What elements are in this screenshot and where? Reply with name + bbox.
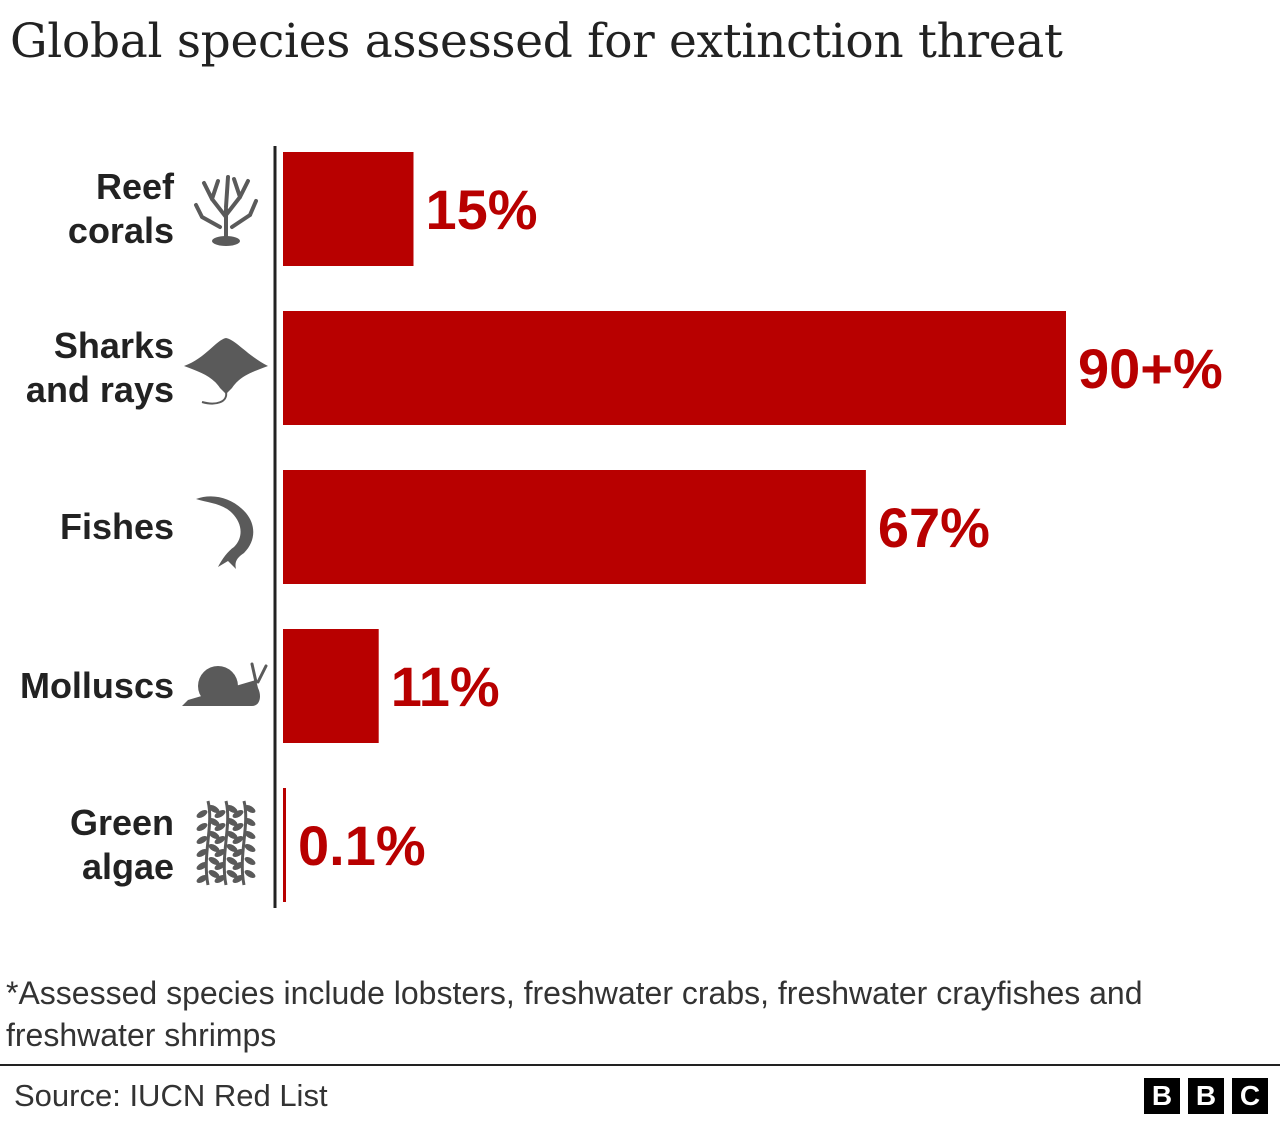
coral-icon	[194, 175, 258, 246]
category-label-line: Green	[69, 802, 174, 843]
category-label: Green algae	[70, 801, 174, 889]
fish-icon	[196, 496, 254, 569]
data-label: 11%	[391, 655, 500, 718]
category-label: Sharks and rays	[26, 324, 174, 412]
bar	[283, 311, 1066, 425]
bar-chart: 15% 90+% 67% 11% 0.1% Reef corals Sharks and ray…	[0, 140, 1280, 920]
data-label: 67%	[878, 496, 990, 559]
bbc-logo: B B C	[1144, 1078, 1268, 1114]
data-label: 90+%	[1078, 337, 1223, 400]
chart-plot: 15% 90+% 67% 11% 0.1%	[182, 146, 1223, 908]
chart-title: Global species assessed for extinction t…	[10, 14, 1063, 69]
snail-icon	[182, 662, 268, 706]
bbc-logo-letter: B	[1188, 1078, 1224, 1114]
footnote: *Assessed species include lobsters, fres…	[6, 975, 1143, 1053]
category-label: Molluscs	[20, 664, 174, 708]
data-label: 0.1%	[298, 814, 426, 877]
bbc-logo-letter: C	[1232, 1078, 1268, 1114]
category-label-line: Reef	[95, 166, 174, 207]
bar	[283, 470, 866, 584]
category-label-line: and rays	[25, 369, 174, 410]
manta-ray-icon	[184, 338, 268, 405]
source-label: Source: IUCN Red List	[14, 1078, 328, 1113]
category-label-line: Fishes	[59, 506, 174, 547]
category-label-line: Sharks	[53, 325, 174, 366]
category-label-line: algae	[81, 846, 174, 887]
category-label-line: corals	[67, 210, 174, 251]
bbc-logo-letter: B	[1144, 1078, 1180, 1114]
category-label: Fishes	[60, 505, 174, 549]
category-label-line: Molluscs	[19, 665, 174, 706]
algae-icon	[196, 800, 256, 886]
bar	[283, 788, 286, 902]
data-label: 15%	[426, 178, 538, 241]
divider	[0, 1064, 1280, 1066]
bar	[283, 152, 414, 266]
bar	[283, 629, 379, 743]
category-label: Reef corals	[68, 165, 174, 253]
